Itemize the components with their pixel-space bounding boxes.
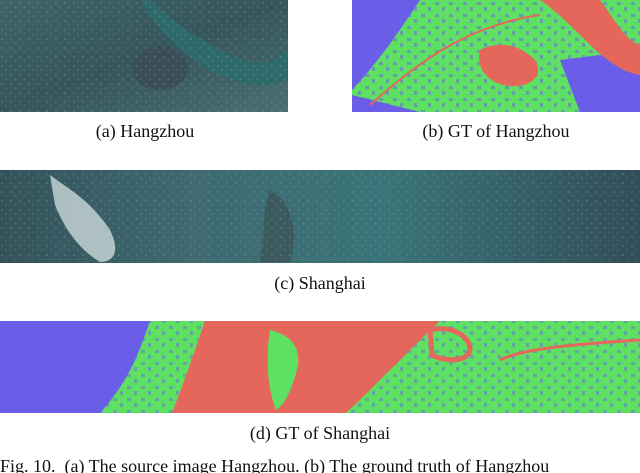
panel-caption: (a) Hangzhou — [96, 121, 194, 142]
image-hangzhou — [0, 0, 288, 112]
panel-caption: (c) Shanghai — [274, 273, 365, 294]
panel-caption: (d) GT of Shanghai — [250, 423, 390, 444]
image-shanghai — [0, 170, 640, 263]
figure-caption: Fig. 10. (a) The source image Hangzhou. … — [0, 456, 549, 473]
panel-caption: (b) GT of Hangzhou — [422, 121, 569, 142]
image-gt-shanghai — [0, 321, 640, 413]
image-gt-hangzhou — [352, 0, 640, 112]
